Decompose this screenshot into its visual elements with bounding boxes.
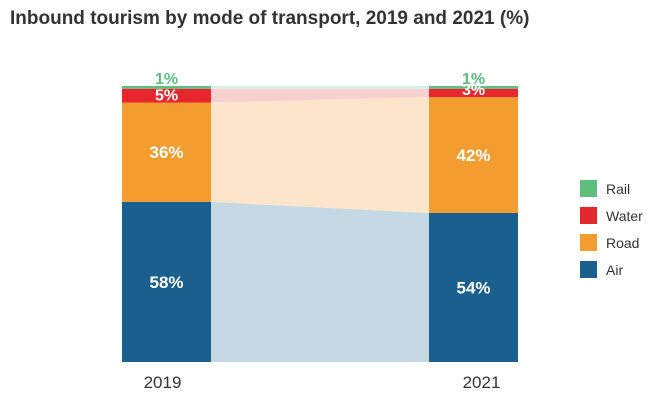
legend-swatch-air xyxy=(580,261,597,278)
x-tick-2019: 2019 xyxy=(144,373,182,392)
label-road-2021: 42% xyxy=(456,146,490,165)
x-tick-2021: 2021 xyxy=(463,373,501,392)
x-axis-ticks: 2019 2021 xyxy=(144,373,501,392)
bars xyxy=(122,86,518,362)
bar-rail-2021 xyxy=(429,86,518,89)
legend-label-rail: Rail xyxy=(606,181,630,197)
bar-air-2019 xyxy=(122,201,211,362)
label-air-2019: 58% xyxy=(149,273,183,292)
segment-labels: 58%36%5%1%54%42%3%1% xyxy=(149,71,490,298)
bar-road-2019 xyxy=(122,102,211,202)
label-water-2019: 5% xyxy=(155,88,178,105)
bar-water-2021 xyxy=(429,88,518,98)
connector-bands xyxy=(211,86,429,362)
legend: Rail Water Road Air xyxy=(580,180,643,278)
legend-swatch-rail xyxy=(580,180,597,197)
legend-swatch-water xyxy=(580,207,597,224)
legend-label-water: Water xyxy=(606,208,643,224)
bar-road-2021 xyxy=(429,97,518,213)
label-road-2019: 36% xyxy=(149,143,183,162)
label-water-2021: 3% xyxy=(462,82,485,99)
legend-label-air: Air xyxy=(606,262,623,278)
legend-swatch-road xyxy=(580,234,597,251)
legend-label-road: Road xyxy=(606,235,639,251)
bar-rail-2019 xyxy=(122,86,211,89)
band-road xyxy=(211,97,429,213)
band-air xyxy=(211,201,429,362)
bar-water-2019 xyxy=(122,88,211,103)
label-air-2021: 54% xyxy=(456,278,490,297)
band-water xyxy=(211,88,429,103)
label-rail-2021: 1% xyxy=(462,71,485,88)
label-rail-2019: 1% xyxy=(155,71,178,88)
band-rail xyxy=(211,86,429,89)
chart-title: Inbound tourism by mode of transport, 20… xyxy=(10,8,530,29)
bar-air-2021 xyxy=(429,212,518,362)
